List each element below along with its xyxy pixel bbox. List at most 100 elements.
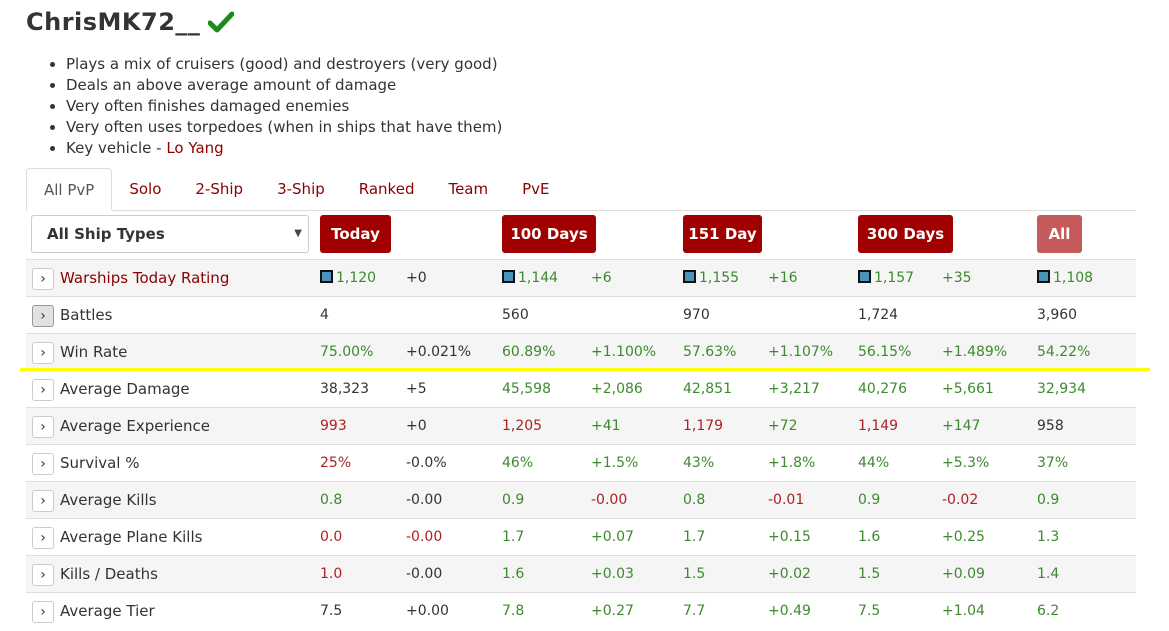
cell-text: 1.4 — [1037, 566, 1060, 582]
period-151-day-button[interactable]: 151 Day — [683, 215, 762, 253]
cell-text: -0.02 — [942, 492, 979, 508]
row-label: Average Tier — [60, 602, 155, 620]
row-label: Average Kills — [60, 491, 157, 509]
stat-delta: +1.489% — [942, 334, 1007, 371]
stat-delta: +0.03 — [591, 556, 634, 593]
cell-text: 1.6 — [502, 566, 525, 582]
stat-value: 1.5 — [858, 556, 880, 593]
cell-text: +0.25 — [942, 529, 985, 545]
stat-value: 1.6 — [502, 556, 524, 593]
stat-value: 7.8 — [502, 593, 524, 630]
cell-text: +0.49 — [768, 603, 811, 619]
chevron-down-icon: ▼ — [294, 228, 302, 239]
cell-text: 25% — [320, 455, 352, 471]
cell-text: 32,934 — [1037, 381, 1086, 397]
stat-value: 57.63% — [683, 334, 736, 371]
row-label[interactable]: Warships Today Rating — [60, 269, 230, 287]
rating-square-icon — [683, 270, 696, 283]
key-vehicle-link[interactable]: Lo Yang — [166, 139, 224, 157]
tab-3-ship[interactable]: 3-Ship — [277, 180, 325, 198]
cell-text: +0.27 — [591, 603, 634, 619]
table-row: › Win Rate 75.00% +0.021% 60.89% +1.100% 57.63… — [26, 333, 1136, 370]
tab-solo[interactable]: Solo — [129, 180, 162, 198]
player-header: ChrisMK72__ — [26, 8, 235, 36]
cell-text: +0.15 — [768, 529, 811, 545]
cell-text: 75.00% — [320, 344, 374, 360]
period-today-button[interactable]: Today — [320, 215, 391, 253]
stat-value: 43% — [683, 445, 714, 482]
expand-row-button[interactable]: › — [32, 305, 54, 327]
cell-text: 7.5 — [320, 603, 343, 619]
cell-text: +0 — [406, 418, 427, 434]
table-row: › Average Tier 7.5 +0.00 7.8 +0.27 7.7 +0.49 7.5… — [26, 592, 1136, 629]
period-all-button[interactable]: All — [1037, 215, 1082, 253]
cell-text: +0 — [406, 270, 427, 286]
cell-text: 43% — [683, 455, 715, 471]
player-name: ChrisMK72__ — [26, 8, 201, 36]
cell-text: -0.00 — [406, 492, 443, 508]
tab-all-pvp[interactable]: All PvP — [26, 168, 113, 211]
period-100-days-button[interactable]: 100 Days — [502, 215, 596, 253]
tab-2-ship[interactable]: 2-Ship — [195, 180, 244, 198]
stat-value: 40,276 — [858, 371, 907, 408]
expand-row-button[interactable]: › — [32, 379, 54, 401]
cell-text: 46% — [502, 455, 534, 471]
cell-text: +0.00 — [406, 603, 449, 619]
stat-delta: +0 — [406, 260, 427, 297]
stat-delta: -0.00 — [406, 519, 442, 556]
cell-text: 37% — [1037, 455, 1069, 471]
expand-row-button[interactable]: › — [32, 268, 54, 290]
period-300-days-button[interactable]: 300 Days — [858, 215, 953, 253]
stat-delta: -0.02 — [942, 482, 978, 519]
cell-text: +0.07 — [591, 529, 634, 545]
expand-row-button[interactable]: › — [32, 342, 54, 364]
stat-delta: +5,661 — [942, 371, 994, 408]
cell-text: 7.5 — [858, 603, 881, 619]
ship-type-select[interactable]: All Ship Types ▼ — [31, 215, 309, 253]
tab-team[interactable]: Team — [448, 180, 489, 198]
expand-row-button[interactable]: › — [32, 416, 54, 438]
cell-text: 44% — [858, 455, 890, 471]
tab-ranked[interactable]: Ranked — [358, 180, 415, 198]
cell-text: 1.5 — [858, 566, 881, 582]
stat-value: 0.9 — [1037, 482, 1059, 519]
expand-row-button[interactable]: › — [32, 490, 54, 512]
stat-delta: +0 — [406, 408, 427, 445]
expand-row-button[interactable]: › — [32, 527, 54, 549]
stat-delta: -0.00 — [591, 482, 627, 519]
stat-value: 54.22% — [1037, 334, 1090, 371]
stat-value: 75.00% — [320, 334, 373, 371]
expand-row-button[interactable]: › — [32, 601, 54, 623]
cell-text: +2,086 — [591, 381, 643, 397]
cell-text: +1.107% — [768, 344, 834, 360]
stat-delta: +1.100% — [591, 334, 656, 371]
stat-value: 44% — [858, 445, 889, 482]
expand-row-button[interactable]: › — [32, 453, 54, 475]
stat-value: 6.2 — [1037, 593, 1059, 630]
stat-delta: -0.01 — [768, 482, 804, 519]
stat-delta: +0.00 — [406, 593, 449, 630]
stat-value: 7.7 — [683, 593, 705, 630]
table-row: › Battles 4 560 970 1,724 3,960 — [26, 296, 1136, 333]
stat-value: 32,934 — [1037, 371, 1086, 408]
cell-text: 38,323 — [320, 381, 369, 397]
rating-square-icon — [320, 270, 333, 283]
expand-row-button[interactable]: › — [32, 564, 54, 586]
rating-square-icon — [858, 270, 871, 283]
cell-text: 1,157 — [874, 270, 915, 286]
stat-value: 1,149 — [858, 408, 898, 445]
stat-value: 560 — [502, 297, 529, 334]
stat-value: 1,108 — [1037, 260, 1093, 297]
cell-text: +0.02 — [768, 566, 811, 582]
cell-text: 1,120 — [336, 270, 377, 286]
cell-text: +41 — [591, 418, 621, 434]
row-label: Average Damage — [60, 380, 190, 398]
stat-delta: +0.49 — [768, 593, 811, 630]
cell-text: -0.0% — [406, 455, 447, 471]
summary-item: Plays a mix of cruisers (good) and destr… — [66, 54, 502, 75]
table-row: › Average Kills 0.8 -0.00 0.9 -0.00 0.8 -0.01 0.… — [26, 481, 1136, 518]
tab-pve[interactable]: PvE — [522, 180, 550, 198]
cell-text: 45,598 — [502, 381, 551, 397]
stat-delta: -0.00 — [406, 556, 442, 593]
rating-square-icon — [502, 270, 515, 283]
